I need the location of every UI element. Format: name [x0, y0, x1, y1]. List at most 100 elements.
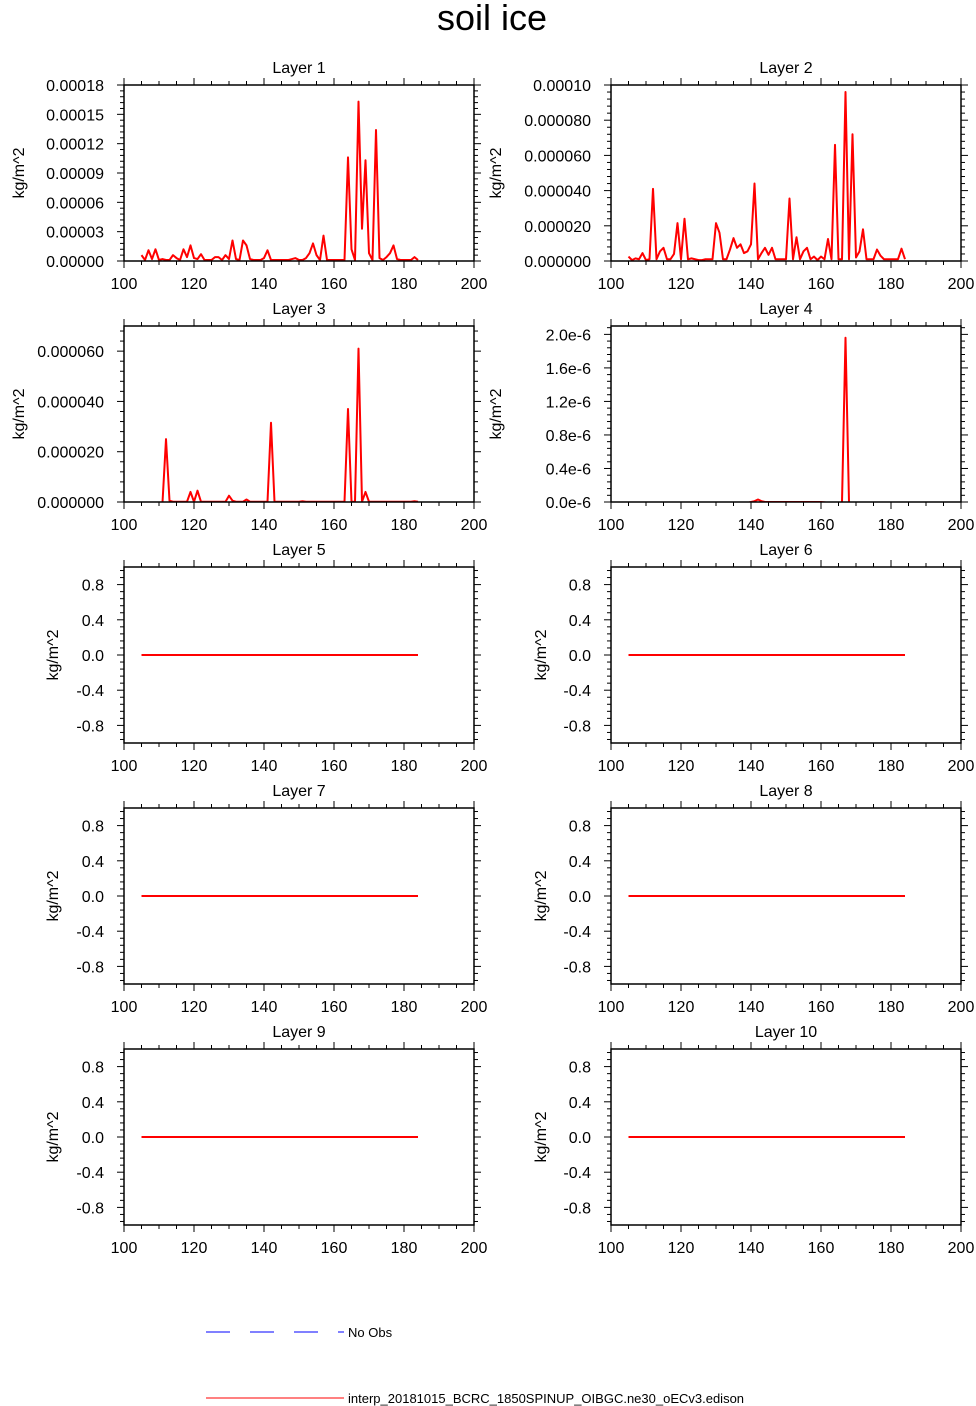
- y-axis-label: kg/m^2: [488, 388, 505, 439]
- y-tick-label: -0.8: [563, 1200, 591, 1217]
- x-tick-label: 180: [391, 276, 418, 293]
- x-tick-label: 120: [668, 999, 695, 1016]
- x-tick-label: 200: [948, 758, 975, 775]
- panel-layer-3: Layer 3 kg/m^2 100 120 140 160 180 200 0.000000 0…: [11, 301, 487, 534]
- x-tick-label: 140: [738, 999, 765, 1016]
- x-tick-label: 100: [598, 517, 625, 534]
- panel-title: Layer 8: [759, 783, 812, 800]
- panel-title: Layer 6: [759, 542, 812, 559]
- y-axis-label: kg/m^2: [11, 388, 28, 439]
- x-tick-label: 120: [668, 517, 695, 534]
- y-tick-label: 0.000000: [37, 495, 104, 512]
- y-tick-label: 0.8: [569, 819, 591, 836]
- x-tick-label: 120: [181, 1240, 208, 1257]
- plot-frame: [610, 325, 962, 503]
- y-tick-label: -0.4: [76, 924, 104, 941]
- y-tick-label: 0.000080: [524, 113, 591, 130]
- y-tick-label: 0.000060: [37, 344, 104, 361]
- y-tick-label: 0.00003: [46, 225, 104, 242]
- x-tick-label: 140: [738, 276, 765, 293]
- panel-title: Layer 10: [755, 1024, 817, 1041]
- panel-title: Layer 5: [272, 542, 325, 559]
- x-tick-label: 160: [808, 1240, 835, 1257]
- y-tick-label: 0.00015: [46, 107, 104, 124]
- x-tick-label: 180: [878, 276, 905, 293]
- y-tick-label: 0.00018: [46, 78, 104, 95]
- x-tick-label: 140: [251, 276, 278, 293]
- x-tick-label: 160: [808, 758, 835, 775]
- x-tick-label: 140: [251, 758, 278, 775]
- y-tick-label: -0.4: [563, 1165, 591, 1182]
- x-tick-label: 140: [738, 517, 765, 534]
- y-tick-label: 1.6e-6: [546, 361, 591, 378]
- x-tick-label: 180: [878, 999, 905, 1016]
- x-tick-label: 180: [878, 517, 905, 534]
- figure-title: soil ice: [437, 0, 547, 38]
- y-tick-label: 0.4: [569, 613, 591, 630]
- x-tick-label: 160: [808, 276, 835, 293]
- x-tick-label: 200: [461, 1240, 488, 1257]
- panel-title: Layer 3: [272, 301, 325, 318]
- x-tick-label: 160: [808, 999, 835, 1016]
- x-tick-label: 200: [948, 999, 975, 1016]
- y-tick-label: 0.8: [82, 578, 104, 595]
- panel-title: Layer 2: [759, 60, 812, 77]
- y-axis-label: kg/m^2: [533, 870, 550, 921]
- y-tick-label: 0.00006: [46, 195, 104, 212]
- y-axis-label: kg/m^2: [45, 1111, 62, 1162]
- x-tick-label: 100: [598, 758, 625, 775]
- x-tick-label: 160: [321, 517, 348, 534]
- legend: No Obs interp_20181015_BCRC_1850SPINUP_O…: [206, 1325, 744, 1406]
- x-tick-label: 100: [111, 517, 138, 534]
- x-tick-label: 100: [598, 1240, 625, 1257]
- panel-title: Layer 4: [759, 301, 812, 318]
- y-axis-label: kg/m^2: [11, 147, 28, 198]
- x-tick-label: 100: [111, 999, 138, 1016]
- y-tick-label: 0.4: [82, 854, 104, 871]
- legend-obs-label: No Obs: [348, 1325, 393, 1340]
- y-tick-label: -0.4: [563, 924, 591, 941]
- x-tick-label: 180: [878, 758, 905, 775]
- y-tick-label: 0.00010: [533, 78, 591, 95]
- y-tick-label: 0.4: [569, 854, 591, 871]
- y-tick-label: 0.000020: [37, 445, 104, 462]
- y-tick-label: 0.0: [569, 889, 591, 906]
- plot-frame: [123, 325, 475, 503]
- x-tick-label: 100: [598, 999, 625, 1016]
- x-tick-label: 180: [391, 758, 418, 775]
- x-tick-label: 200: [461, 758, 488, 775]
- y-tick-label: -0.8: [76, 718, 104, 735]
- x-tick-label: 160: [808, 517, 835, 534]
- panel-layer-2: Layer 2 kg/m^2 100 120 140 160 180 200 0.000000 0…: [488, 60, 974, 293]
- y-tick-label: 0.00000: [46, 254, 104, 271]
- y-tick-label: -0.8: [76, 959, 104, 976]
- x-tick-label: 180: [391, 1240, 418, 1257]
- x-tick-label: 100: [598, 276, 625, 293]
- x-tick-label: 160: [321, 1240, 348, 1257]
- x-tick-label: 100: [111, 758, 138, 775]
- x-tick-label: 200: [461, 517, 488, 534]
- x-tick-label: 140: [251, 517, 278, 534]
- series-line: [140, 100, 419, 261]
- y-tick-label: 0.000040: [37, 394, 104, 411]
- x-tick-label: 200: [461, 999, 488, 1016]
- x-tick-label: 180: [391, 999, 418, 1016]
- y-tick-label: 0.000020: [524, 219, 591, 236]
- panels: Layer 1 kg/m^2 100 120 140 160 180 200 0.00000 0.…: [11, 60, 974, 1257]
- x-tick-label: 120: [668, 758, 695, 775]
- x-tick-label: 180: [878, 1240, 905, 1257]
- y-tick-label: 0.000040: [524, 184, 591, 201]
- series-line: [627, 91, 906, 261]
- y-tick-label: 0.8: [82, 819, 104, 836]
- y-axis-label: kg/m^2: [45, 629, 62, 680]
- y-axis-label: kg/m^2: [45, 870, 62, 921]
- x-tick-label: 120: [181, 758, 208, 775]
- y-tick-label: -0.8: [563, 959, 591, 976]
- series-line: [746, 336, 851, 502]
- y-tick-label: 0.0: [82, 889, 104, 906]
- x-tick-label: 140: [251, 999, 278, 1016]
- y-tick-label: 0.00009: [46, 166, 104, 183]
- y-tick-label: -0.4: [76, 1165, 104, 1182]
- y-tick-label: 0.8e-6: [546, 428, 591, 445]
